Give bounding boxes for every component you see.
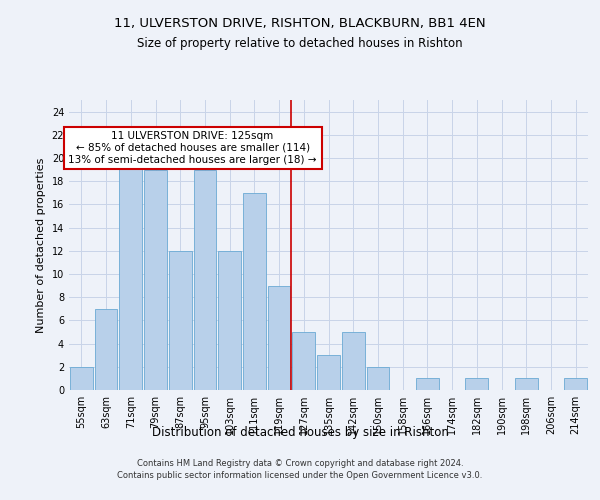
Bar (169, 251, 191, 390)
Bar (194, 170, 216, 390)
Bar (564, 378, 587, 390)
Bar (243, 193, 266, 390)
Text: Size of property relative to detached houses in Rishton: Size of property relative to detached ho… (137, 38, 463, 51)
Text: Contains HM Land Registry data © Crown copyright and database right 2024.
Contai: Contains HM Land Registry data © Crown c… (118, 458, 482, 480)
Bar (317, 355, 340, 390)
Text: 11 ULVERSTON DRIVE: 125sqm
← 85% of detached houses are smaller (114)
13% of sem: 11 ULVERSTON DRIVE: 125sqm ← 85% of deta… (68, 132, 317, 164)
Bar (268, 286, 290, 390)
Y-axis label: Number of detached properties: Number of detached properties (36, 158, 46, 332)
Text: Distribution of detached houses by size in Rishton: Distribution of detached houses by size … (152, 426, 448, 439)
Bar (119, 158, 142, 390)
Bar (70, 367, 93, 390)
Bar (144, 170, 167, 390)
Bar (218, 251, 241, 390)
Bar (466, 378, 488, 390)
Bar (292, 332, 315, 390)
Bar (367, 367, 389, 390)
Bar (515, 378, 538, 390)
Text: 11, ULVERSTON DRIVE, RISHTON, BLACKBURN, BB1 4EN: 11, ULVERSTON DRIVE, RISHTON, BLACKBURN,… (114, 18, 486, 30)
Bar (342, 332, 365, 390)
Bar (95, 309, 118, 390)
Bar (416, 378, 439, 390)
